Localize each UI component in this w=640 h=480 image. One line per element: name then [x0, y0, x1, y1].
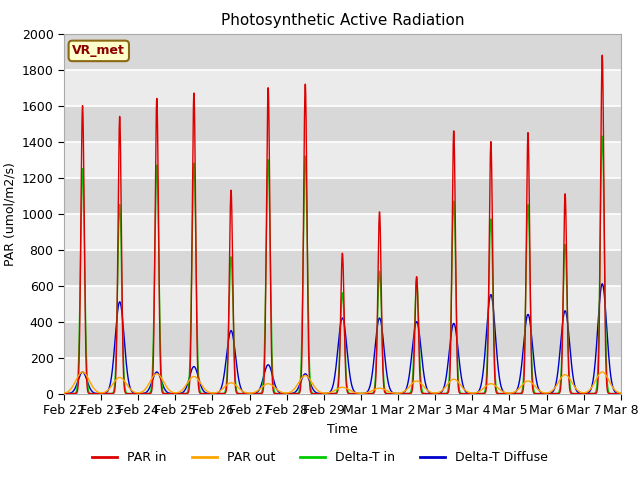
Bar: [64, 34, 621, 70]
PAR in: [617, 391, 625, 396]
PAR out: [60, 390, 68, 396]
Line: Delta-T Diffuse: Delta-T Diffuse: [64, 284, 621, 394]
Bar: [64, 250, 621, 286]
Line: Delta-T in: Delta-T in: [64, 136, 621, 394]
Text: VR_met: VR_met: [72, 44, 125, 58]
Delta-T Diffuse: [616, 391, 624, 396]
Delta-T in: [499, 391, 506, 396]
PAR out: [617, 390, 625, 396]
PAR in: [322, 391, 330, 396]
Delta-T in: [322, 391, 330, 396]
PAR out: [322, 390, 330, 396]
Delta-T Diffuse: [499, 388, 506, 394]
Delta-T Diffuse: [436, 390, 444, 396]
Delta-T Diffuse: [322, 391, 330, 396]
PAR in: [160, 391, 168, 396]
PAR in: [467, 391, 475, 396]
Bar: [64, 322, 621, 358]
Bar: [64, 286, 621, 322]
Delta-T Diffuse: [598, 281, 606, 287]
PAR out: [499, 389, 507, 395]
Bar: [64, 358, 621, 394]
Delta-T in: [598, 133, 606, 139]
X-axis label: Time: Time: [327, 422, 358, 435]
Delta-T Diffuse: [160, 385, 168, 391]
Delta-T Diffuse: [467, 391, 475, 396]
Bar: [64, 142, 621, 178]
Bar: [64, 70, 621, 106]
Delta-T in: [436, 391, 444, 396]
Y-axis label: PAR (umol/m2/s): PAR (umol/m2/s): [3, 162, 16, 265]
PAR in: [60, 391, 68, 396]
Delta-T in: [60, 391, 68, 396]
Bar: [64, 214, 621, 250]
PAR out: [357, 390, 365, 396]
PAR in: [616, 391, 624, 396]
PAR in: [598, 52, 606, 58]
PAR out: [436, 389, 444, 395]
Bar: [64, 106, 621, 142]
Line: PAR in: PAR in: [64, 55, 621, 394]
Legend: PAR in, PAR out, Delta-T in, Delta-T Diffuse: PAR in, PAR out, Delta-T in, Delta-T Dif…: [87, 446, 553, 469]
PAR in: [436, 391, 444, 396]
PAR out: [160, 380, 168, 385]
Delta-T in: [467, 391, 475, 396]
Delta-T Diffuse: [60, 391, 68, 396]
Delta-T in: [617, 391, 625, 396]
PAR out: [467, 390, 475, 396]
PAR in: [499, 391, 506, 396]
Delta-T in: [616, 391, 624, 396]
PAR out: [616, 390, 624, 396]
PAR out: [598, 369, 606, 375]
Title: Photosynthetic Active Radiation: Photosynthetic Active Radiation: [221, 13, 464, 28]
Delta-T Diffuse: [617, 391, 625, 396]
Bar: [64, 178, 621, 214]
Delta-T in: [160, 390, 168, 396]
Line: PAR out: PAR out: [64, 372, 621, 393]
